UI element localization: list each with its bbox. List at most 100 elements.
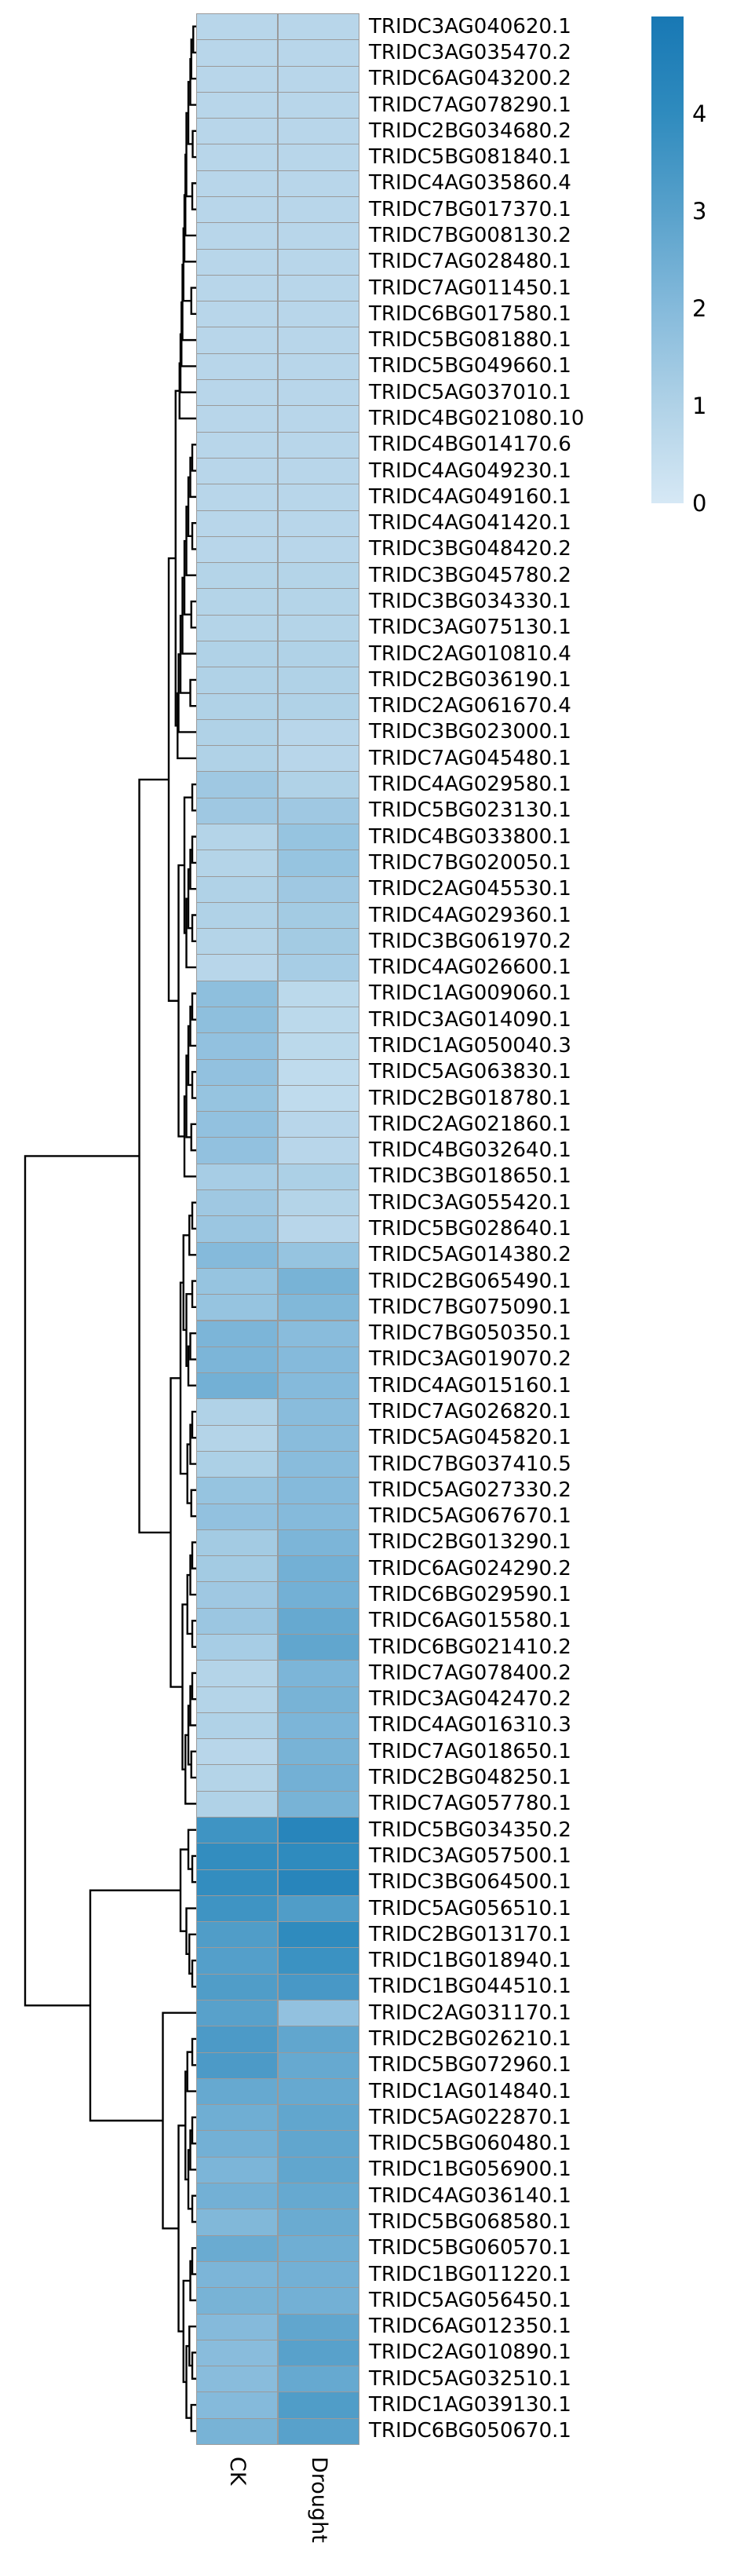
- heatmap-cell: [278, 2026, 359, 2053]
- heatmap-cell: [196, 1163, 278, 1191]
- heatmap-cell: [278, 1581, 359, 1609]
- heatmap-cell: [196, 614, 278, 641]
- heatmap-cell: [278, 1372, 359, 1400]
- heatmap-cell: [278, 2287, 359, 2315]
- heatmap-cell: [196, 2104, 278, 2132]
- heatmap-cell: [196, 718, 278, 747]
- heatmap-cell: [278, 875, 359, 903]
- heatmap-cell: [196, 2000, 278, 2027]
- row-label: TRIDC3BG048420.2: [369, 537, 571, 561]
- heatmap-cell: [278, 980, 359, 1007]
- heatmap-cell: [196, 1477, 278, 1504]
- heatmap-cell: [278, 222, 359, 250]
- heatmap-cell: [196, 1843, 278, 1870]
- heatmap-cell: [196, 1346, 278, 1374]
- row-label: TRIDC5AG014380.2: [369, 1243, 571, 1267]
- row-label: TRIDC2AG021860.1: [369, 1112, 571, 1136]
- heatmap-cell: [196, 1189, 278, 1217]
- heatmap-cell: [278, 1660, 359, 1687]
- row-label: TRIDC1BG056900.1: [369, 2158, 571, 2182]
- heatmap-cell: [278, 405, 359, 433]
- heatmap-cell: [196, 562, 278, 590]
- heatmap-cell: [196, 1738, 278, 1766]
- heatmap-cell: [196, 1686, 278, 1713]
- row-label: TRIDC5BG028640.1: [369, 1216, 571, 1240]
- heatmap-cell: [278, 1973, 359, 2001]
- heatmap-cell: [278, 1058, 359, 1086]
- heatmap-cell: [196, 2052, 278, 2079]
- heatmap-cell: [278, 2366, 359, 2393]
- heatmap-cell: [196, 2417, 278, 2445]
- row-label: TRIDC1AG009060.1: [369, 981, 571, 1006]
- heatmap-cell: [196, 2391, 278, 2419]
- heatmap-cell: [278, 1686, 359, 1713]
- heatmap-cell: [278, 745, 359, 773]
- row-label: TRIDC5BG072960.1: [369, 2053, 571, 2077]
- heatmap-cell: [196, 954, 278, 981]
- row-label: TRIDC3AG040620.1: [369, 14, 571, 38]
- heatmap-cell: [196, 1581, 278, 1609]
- row-label: TRIDC3BG061970.2: [369, 929, 571, 953]
- row-label: TRIDC3AG019070.2: [369, 1347, 571, 1372]
- row-label: TRIDC5BG068580.1: [369, 2210, 571, 2234]
- row-label: TRIDC5BG049660.1: [369, 354, 571, 378]
- heatmap-cell: [278, 1895, 359, 1923]
- row-label: TRIDC4AG015160.1: [369, 1373, 571, 1398]
- heatmap-cell: [196, 2260, 278, 2289]
- heatmap-cell: [196, 1633, 278, 1661]
- heatmap-cell: [278, 39, 359, 67]
- heatmap-cell: [196, 510, 278, 537]
- row-label: TRIDC3BG023000.1: [369, 720, 571, 744]
- heatmap-cell: [278, 1163, 359, 1191]
- heatmap-cell: [196, 1424, 278, 1452]
- row-label: TRIDC5AG022870.1: [369, 2105, 571, 2129]
- heatmap-cell: [196, 1111, 278, 1138]
- row-label: TRIDC1BG011220.1: [369, 2262, 571, 2286]
- heatmap-cell: [196, 1869, 278, 1896]
- heatmap-cell: [278, 901, 359, 930]
- heatmap-cell: [278, 2104, 359, 2132]
- heatmap-cell: [278, 301, 359, 328]
- row-label: TRIDC7AG028480.1: [369, 250, 571, 274]
- heatmap-cell: [278, 1869, 359, 1896]
- heatmap-cell: [278, 1738, 359, 1766]
- row-label: TRIDC1AG039130.1: [369, 2393, 571, 2417]
- heatmap-cell: [278, 667, 359, 694]
- heatmap-cell: [278, 614, 359, 641]
- row-label: TRIDC7BG020050.1: [369, 850, 571, 875]
- row-label: TRIDC2BG018780.1: [369, 1086, 571, 1110]
- heatmap-cell: [278, 2234, 359, 2262]
- heatmap-cell: [196, 850, 278, 877]
- column-label-drought: Drought: [307, 2456, 331, 2543]
- row-label: TRIDC5AG037010.1: [369, 380, 571, 404]
- heatmap-cell: [278, 823, 359, 851]
- heatmap-cell: [278, 431, 359, 459]
- heatmap-cell: [196, 170, 278, 198]
- heatmap-cell: [278, 1398, 359, 1426]
- heatmap-cell: [196, 405, 278, 433]
- row-label: TRIDC2AG045530.1: [369, 877, 571, 901]
- heatmap-cell: [278, 91, 359, 119]
- row-label: TRIDC5AG056450.1: [369, 2288, 571, 2312]
- heatmap-cell: [278, 1843, 359, 1870]
- heatmap-cell: [196, 196, 278, 224]
- heatmap-cell: [278, 1424, 359, 1452]
- heatmap-cell: [196, 13, 278, 41]
- row-label: TRIDC6BG029590.1: [369, 1583, 571, 1607]
- heatmap-cell: [278, 1607, 359, 1635]
- row-label: TRIDC5BG023130.1: [369, 798, 571, 823]
- row-label: TRIDC4BG033800.1: [369, 824, 571, 849]
- heatmap-cell: [278, 1241, 359, 1269]
- row-label: TRIDC2BG013290.1: [369, 1530, 571, 1555]
- row-label: TRIDC6AG012350.1: [369, 2315, 571, 2339]
- row-label: TRIDC5AG032510.1: [369, 2366, 571, 2391]
- heatmap-cell: [196, 1398, 278, 1426]
- colorbar-gradient: [651, 16, 684, 503]
- row-label: TRIDC2BG065490.1: [369, 1269, 571, 1293]
- row-label: TRIDC4AG049160.1: [369, 484, 571, 509]
- row-label: TRIDC5BG081840.1: [369, 145, 571, 170]
- heatmap-cell: [196, 535, 278, 564]
- row-label: TRIDC2BG026210.1: [369, 2026, 571, 2051]
- heatmap-cell: [196, 1503, 278, 1530]
